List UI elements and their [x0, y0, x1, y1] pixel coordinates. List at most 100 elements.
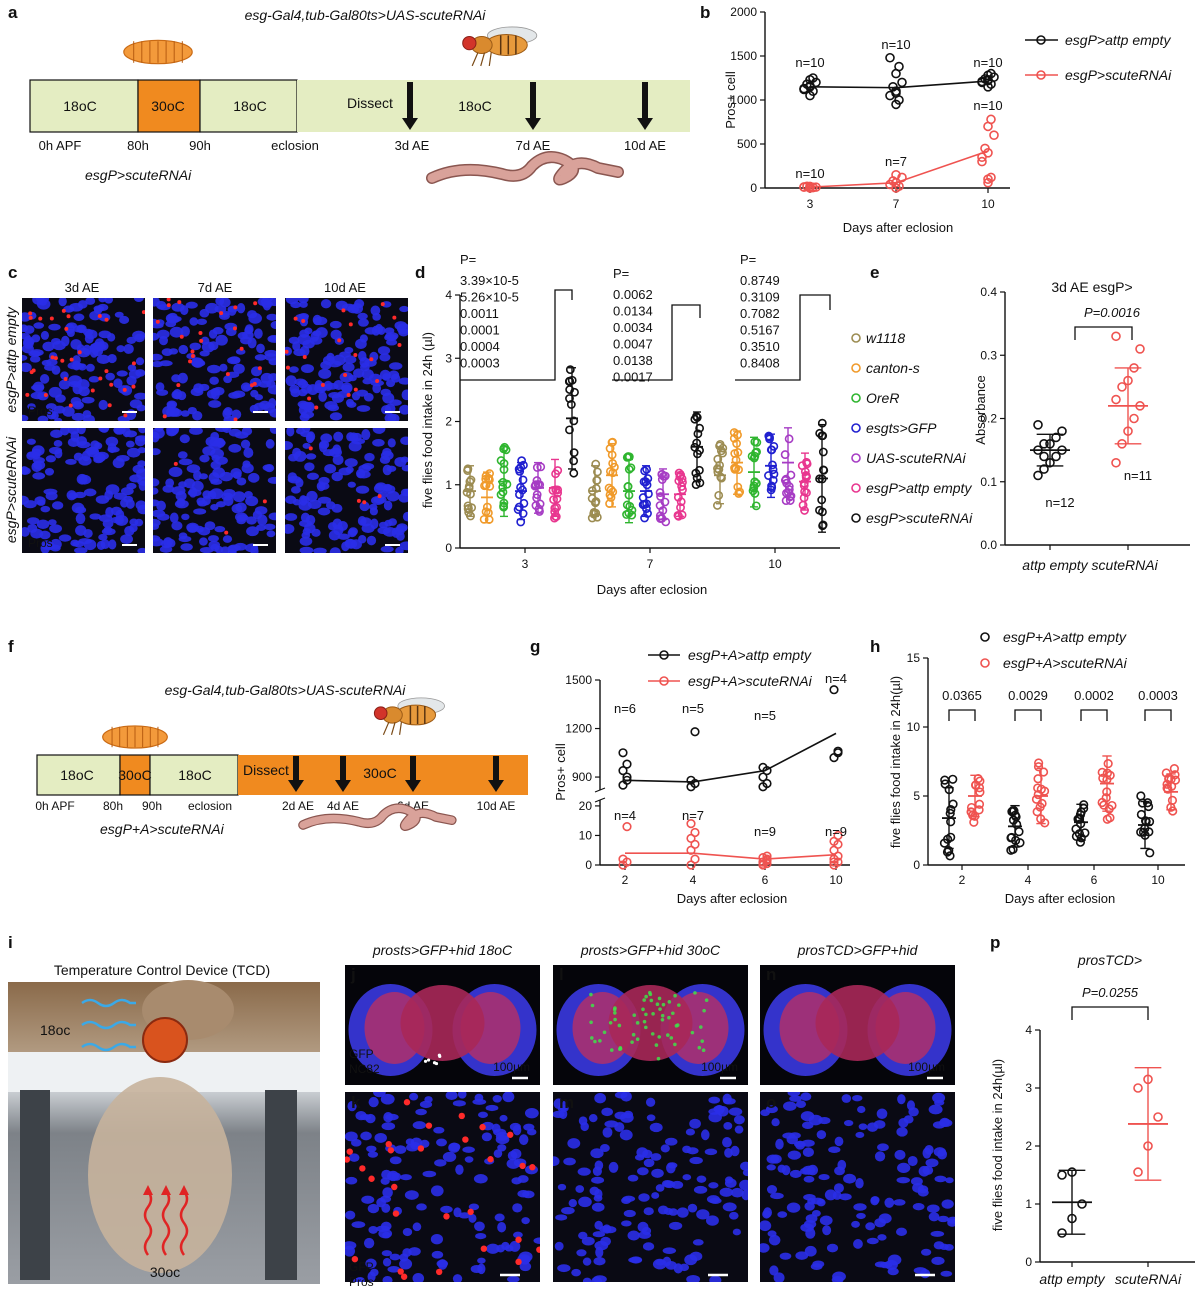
significance-bracket: [1080, 709, 1108, 721]
nucleus: [320, 433, 333, 443]
nucleus: [457, 1092, 467, 1099]
nucleus: [665, 1260, 677, 1270]
data-point: [974, 799, 985, 809]
arrow-head: [525, 118, 541, 130]
pros-cell: [400, 1273, 408, 1280]
temp-label: 18oC: [233, 98, 266, 114]
series-line: [624, 732, 837, 783]
significance-bracket: [1014, 709, 1042, 721]
nucleus: [794, 1141, 806, 1148]
nucleus: [380, 450, 394, 461]
pros-cell: [155, 319, 160, 324]
data-point: [885, 52, 895, 63]
nucleus: [416, 1203, 427, 1211]
nucleus: [912, 1182, 924, 1193]
stain-label: Pros: [349, 1275, 374, 1289]
nucleus: [98, 533, 108, 541]
nucleus: [491, 1123, 501, 1134]
nucleus: [266, 379, 276, 389]
data-point: [714, 490, 724, 500]
fly-eye: [462, 35, 477, 51]
p-value: 3.39×10-5: [460, 273, 519, 288]
nucleus: [907, 1155, 918, 1167]
nucleus: [394, 321, 408, 330]
p-value: 0.0047: [613, 337, 653, 352]
nucleus: [345, 398, 355, 407]
data-point: [569, 448, 579, 458]
nucleus: [22, 362, 32, 373]
y-tick-label: 500: [737, 137, 757, 151]
pros-cell: [28, 311, 33, 316]
nucleus: [193, 470, 202, 481]
nucleus: [506, 1158, 521, 1169]
nucleus: [768, 1234, 781, 1246]
data-point: [1039, 464, 1049, 474]
arrow-shaft: [410, 756, 416, 782]
nucleus: [740, 1161, 748, 1171]
nucleus: [602, 1224, 612, 1234]
nucleus: [22, 414, 29, 421]
temp-label: 30oC: [118, 767, 151, 783]
pros-cell: [519, 1162, 526, 1170]
nucleus: [555, 1214, 568, 1221]
nucleus: [554, 1241, 564, 1251]
nucleus: [292, 341, 301, 351]
pros-cell: [387, 1147, 395, 1154]
legend-label: w1118: [866, 330, 905, 346]
pros-cell: [458, 1112, 465, 1120]
nucleus: [592, 1166, 602, 1177]
data-point: [946, 805, 956, 815]
nucleus: [731, 1187, 744, 1198]
nucleus: [210, 503, 219, 511]
nucleus: [245, 495, 259, 507]
nucleus: [156, 329, 170, 339]
nucleus: [399, 1253, 409, 1262]
micrograph-c-top-2: [285, 298, 408, 421]
legend-marker: [851, 513, 861, 523]
nucleus: [215, 334, 228, 346]
p-value: 0.0138: [613, 353, 653, 368]
nucleus: [219, 363, 228, 372]
nucleus: [214, 456, 228, 465]
gfp-signal: [590, 1003, 595, 1008]
nucleus: [512, 1203, 523, 1213]
nucleus: [67, 428, 80, 435]
data-point: [1097, 797, 1107, 808]
nucleus: [360, 1131, 372, 1141]
nucleus: [800, 1092, 812, 1101]
nucleus: [72, 360, 81, 371]
nucleus: [895, 1227, 908, 1236]
nucleus: [383, 500, 393, 511]
nucleus: [178, 532, 188, 540]
nucleus: [285, 523, 295, 534]
nucleus: [299, 546, 314, 553]
nucleus: [116, 370, 128, 377]
nucleus: [779, 1252, 792, 1260]
nucleus: [627, 1230, 640, 1241]
legend-marker: [659, 676, 669, 686]
nucleus: [475, 1233, 487, 1240]
nucleus: [689, 1251, 703, 1262]
nucleus: [787, 1092, 801, 1097]
nucleus: [153, 431, 160, 443]
pros-cell: [285, 365, 290, 370]
nucleus: [557, 1264, 571, 1273]
nucleus: [816, 1130, 827, 1140]
pros-cell: [97, 314, 102, 319]
nucleus: [557, 1183, 567, 1191]
nucleus: [156, 500, 166, 512]
nucleus: [189, 342, 201, 351]
nucleus: [841, 1094, 852, 1103]
nucleus: [728, 1107, 743, 1116]
nucleus: [408, 1247, 421, 1256]
nucleus: [348, 441, 362, 452]
nucleus: [383, 483, 393, 492]
nucleus: [692, 1239, 704, 1246]
pros-cell: [224, 530, 229, 535]
nucleus: [589, 1186, 600, 1196]
nuclei-layer: [153, 298, 276, 421]
chart-e: 0.0 0.1 0.2 0.3 0.4 3d AE esgP> Absorbance n=12…: [973, 279, 1190, 573]
nucleus: [125, 499, 135, 509]
timepoint: 10d AE: [624, 138, 666, 153]
nucleus: [870, 1196, 880, 1206]
